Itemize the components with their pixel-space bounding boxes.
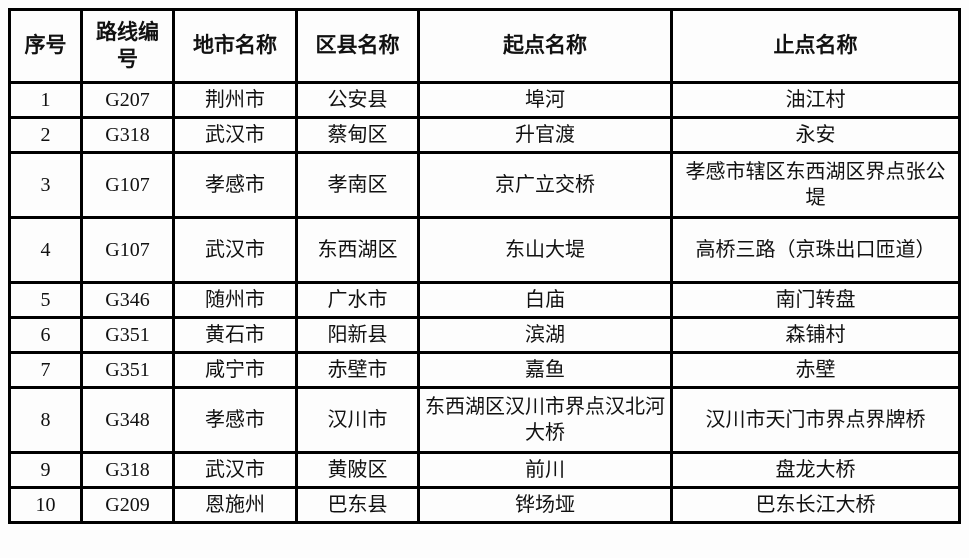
cell-city: 荆州市	[172, 81, 298, 119]
table-row: 5 G346 随州市 广水市 白庙 南门转盘	[8, 281, 961, 319]
cell-start: 东山大堤	[417, 216, 673, 284]
cell-district: 蔡甸区	[295, 116, 420, 154]
cell-district: 孝南区	[295, 151, 420, 219]
cell-end: 永安	[670, 116, 961, 154]
cell-start: 东西湖区汉川市界点汉北河大桥	[417, 386, 673, 454]
table-row: 2 G318 武汉市 蔡甸区 升官渡 永安	[8, 116, 961, 154]
cell-start: 前川	[417, 451, 673, 489]
table-row: 9 G318 武汉市 黄陂区 前川 盘龙大桥	[8, 451, 961, 489]
cell-city: 咸宁市	[172, 351, 298, 389]
table-row: 1 G207 荆州市 公安县 埠河 油江村	[8, 81, 961, 119]
cell-index: 9	[8, 451, 83, 489]
cell-end: 森铺村	[670, 316, 961, 354]
cell-index: 6	[8, 316, 83, 354]
cell-start: 埠河	[417, 81, 673, 119]
cell-end: 盘龙大桥	[670, 451, 961, 489]
table-row: 10 G209 恩施州 巴东县 铧场垭 巴东长江大桥	[8, 486, 961, 524]
cell-index: 7	[8, 351, 83, 389]
table-row: 7 G351 咸宁市 赤壁市 嘉鱼 赤壁	[8, 351, 961, 389]
cell-city: 孝感市	[172, 151, 298, 219]
cell-index: 2	[8, 116, 83, 154]
cell-start: 滨湖	[417, 316, 673, 354]
cell-start: 升官渡	[417, 116, 673, 154]
cell-route: G351	[80, 351, 175, 389]
cell-index: 5	[8, 281, 83, 319]
cell-district: 汉川市	[295, 386, 420, 454]
cell-route: G107	[80, 151, 175, 219]
highway-sections-table: 序号 路线编号 地市名称 区县名称 起点名称 止点名称 1 G207 荆州市 公…	[8, 8, 961, 524]
column-header-start: 起点名称	[417, 8, 673, 84]
cell-index: 4	[8, 216, 83, 284]
header-row: 序号 路线编号 地市名称 区县名称 起点名称 止点名称	[8, 8, 961, 84]
table-row: 3 G107 孝感市 孝南区 京广立交桥 孝感市辖区东西湖区界点张公堤	[8, 151, 961, 219]
cell-end: 油江村	[670, 81, 961, 119]
cell-district: 巴东县	[295, 486, 420, 524]
cell-city: 武汉市	[172, 451, 298, 489]
cell-end: 南门转盘	[670, 281, 961, 319]
cell-start: 铧场垭	[417, 486, 673, 524]
cell-district: 赤壁市	[295, 351, 420, 389]
cell-start: 京广立交桥	[417, 151, 673, 219]
column-header-index: 序号	[8, 8, 83, 84]
cell-district: 阳新县	[295, 316, 420, 354]
column-header-end: 止点名称	[670, 8, 961, 84]
table-row: 4 G107 武汉市 东西湖区 东山大堤 高桥三路（京珠出口匝道）	[8, 216, 961, 284]
cell-route: G318	[80, 451, 175, 489]
cell-end: 孝感市辖区东西湖区界点张公堤	[670, 151, 961, 219]
cell-route: G351	[80, 316, 175, 354]
cell-index: 1	[8, 81, 83, 119]
cell-route: G346	[80, 281, 175, 319]
cell-city: 随州市	[172, 281, 298, 319]
column-header-route: 路线编号	[80, 8, 175, 84]
cell-route: G348	[80, 386, 175, 454]
cell-end: 巴东长江大桥	[670, 486, 961, 524]
cell-district: 广水市	[295, 281, 420, 319]
cell-index: 3	[8, 151, 83, 219]
cell-end: 高桥三路（京珠出口匝道）	[670, 216, 961, 284]
cell-route: G207	[80, 81, 175, 119]
cell-index: 10	[8, 486, 83, 524]
cell-city: 武汉市	[172, 116, 298, 154]
cell-end: 汉川市天门市界点界牌桥	[670, 386, 961, 454]
cell-city: 黄石市	[172, 316, 298, 354]
cell-district: 东西湖区	[295, 216, 420, 284]
cell-city: 恩施州	[172, 486, 298, 524]
cell-start: 嘉鱼	[417, 351, 673, 389]
cell-route: G318	[80, 116, 175, 154]
cell-district: 公安县	[295, 81, 420, 119]
column-header-district: 区县名称	[295, 8, 420, 84]
cell-end: 赤壁	[670, 351, 961, 389]
cell-start: 白庙	[417, 281, 673, 319]
cell-route: G107	[80, 216, 175, 284]
cell-city: 武汉市	[172, 216, 298, 284]
cell-district: 黄陂区	[295, 451, 420, 489]
cell-index: 8	[8, 386, 83, 454]
column-header-city: 地市名称	[172, 8, 298, 84]
cell-route: G209	[80, 486, 175, 524]
table-row: 6 G351 黄石市 阳新县 滨湖 森铺村	[8, 316, 961, 354]
table-row: 8 G348 孝感市 汉川市 东西湖区汉川市界点汉北河大桥 汉川市天门市界点界牌…	[8, 386, 961, 454]
cell-city: 孝感市	[172, 386, 298, 454]
